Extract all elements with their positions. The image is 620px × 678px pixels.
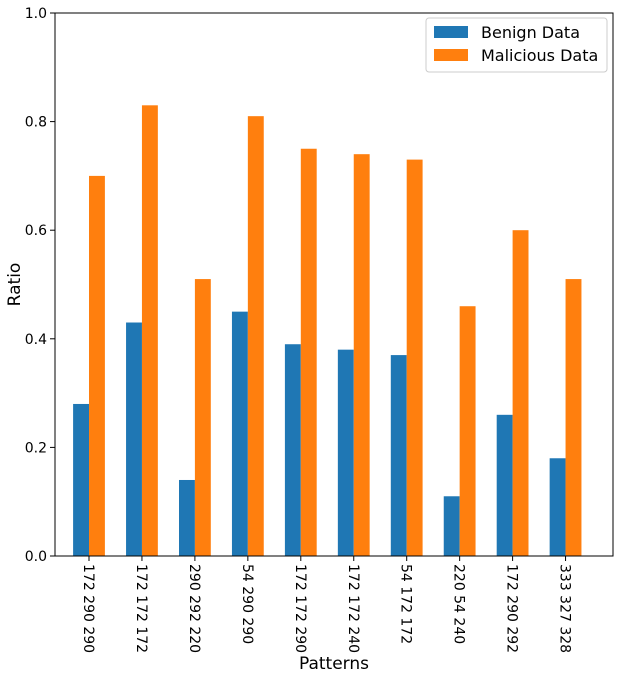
plot-frame: [54, 12, 614, 557]
malicious-bar-5: [300, 148, 317, 556]
y-tick-label: 0.4: [25, 332, 47, 348]
legend: Benign Data Malicious Data: [425, 17, 608, 73]
benign-bar-6: [337, 349, 354, 556]
y-axis: 0.0 0.2 0.4 0.6 0.8 1.0: [25, 6, 55, 565]
y-axis-title: Ratio: [5, 263, 25, 307]
malicious-bar-10: [565, 279, 582, 556]
malicious-bar-3: [194, 279, 211, 556]
benign-bar-5: [284, 344, 301, 556]
x-tick-label: 172 290 290: [80, 564, 96, 653]
malicious-legend-swatch: [434, 49, 468, 61]
benign-legend-label: Benign Data: [481, 23, 580, 42]
x-tick-label: 54 172 172: [398, 564, 414, 644]
x-tick-label: 172 172 240: [345, 564, 361, 653]
x-axis-title: Patterns: [299, 654, 369, 674]
x-tick-label: 220 54 240: [451, 564, 467, 644]
y-tick-label: 0.8: [25, 115, 47, 131]
malicious-bar-2: [141, 105, 158, 556]
y-tick-label: 1.0: [25, 6, 47, 22]
x-tick-label: 290 292 220: [186, 564, 202, 653]
benign-bar-2: [126, 322, 142, 556]
benign-bar-8: [443, 496, 460, 556]
benign-bar-9: [496, 414, 513, 556]
benign-legend-swatch: [434, 26, 468, 38]
x-tick-label: 333 327 328: [557, 564, 573, 653]
malicious-legend-label: Malicious Data: [481, 46, 598, 65]
y-tick-label: 0.2: [25, 440, 47, 456]
benign-bar-1: [73, 403, 89, 556]
benign-bar-4: [231, 311, 248, 556]
y-tick-label: 0.6: [25, 223, 47, 239]
x-tick-label: 172 290 292: [504, 564, 520, 653]
malicious-bar-6: [353, 154, 370, 556]
malicious-bar-9: [512, 230, 529, 556]
malicious-bar-1: [89, 175, 105, 556]
y-tick-label: 0.0: [25, 549, 47, 565]
x-tick-label: 54 290 290: [239, 564, 255, 644]
benign-bar-7: [390, 355, 407, 556]
x-axis: 172 290 290 172 172 172 290 292 220 54 290 …: [80, 556, 573, 653]
malicious-bar-4: [247, 116, 264, 557]
benign-bar-10: [549, 458, 566, 556]
malicious-bar-8: [459, 306, 476, 556]
benign-bar-3: [179, 479, 195, 556]
bars-layer: [73, 105, 582, 557]
x-tick-label: 172 172 290: [292, 564, 308, 653]
legend-box: [425, 17, 608, 73]
malicious-bar-7: [406, 159, 423, 557]
x-tick-label: 172 172 172: [133, 564, 149, 653]
